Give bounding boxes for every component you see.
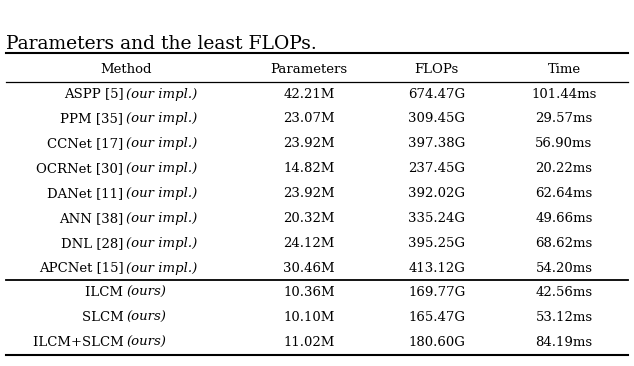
Text: (our impl.): (our impl.) bbox=[126, 237, 197, 250]
Text: ASPP [5]: ASPP [5] bbox=[63, 87, 126, 101]
Text: OCRNet [30]: OCRNet [30] bbox=[36, 162, 126, 175]
Text: 29.57ms: 29.57ms bbox=[535, 112, 593, 126]
Text: 309.45G: 309.45G bbox=[408, 112, 465, 126]
Text: 237.45G: 237.45G bbox=[408, 162, 465, 175]
Text: DANet [11]: DANet [11] bbox=[47, 187, 126, 200]
Text: CCNet [17]: CCNet [17] bbox=[47, 137, 126, 150]
Text: 23.07M: 23.07M bbox=[283, 112, 335, 126]
Text: SLCM: SLCM bbox=[82, 311, 126, 324]
Text: Parameters: Parameters bbox=[271, 63, 348, 76]
Text: 395.25G: 395.25G bbox=[408, 237, 465, 250]
Text: 101.44ms: 101.44ms bbox=[531, 87, 597, 101]
Text: 30.46M: 30.46M bbox=[283, 262, 335, 274]
Text: 14.82M: 14.82M bbox=[283, 162, 335, 175]
Text: (our impl.): (our impl.) bbox=[126, 112, 197, 126]
Text: (our impl.): (our impl.) bbox=[126, 162, 197, 175]
Text: 23.92M: 23.92M bbox=[283, 187, 335, 200]
Text: 56.90ms: 56.90ms bbox=[535, 137, 593, 150]
Text: Parameters and the least FLOPs.: Parameters and the least FLOPs. bbox=[6, 35, 317, 53]
Text: (our impl.): (our impl.) bbox=[126, 137, 197, 150]
Text: ILCM+SLCM: ILCM+SLCM bbox=[32, 336, 126, 349]
Text: Time: Time bbox=[547, 63, 581, 76]
Text: 413.12G: 413.12G bbox=[408, 262, 465, 274]
Text: PPM [35]: PPM [35] bbox=[60, 112, 126, 126]
Text: (our impl.): (our impl.) bbox=[126, 87, 197, 101]
Text: 24.12M: 24.12M bbox=[283, 237, 335, 250]
Text: 11.02M: 11.02M bbox=[283, 336, 335, 349]
Text: 392.02G: 392.02G bbox=[408, 187, 465, 200]
Text: (our impl.): (our impl.) bbox=[126, 212, 197, 225]
Text: ANN [38]: ANN [38] bbox=[59, 212, 126, 225]
Text: APCNet [15]: APCNet [15] bbox=[39, 262, 126, 274]
Text: 169.77G: 169.77G bbox=[408, 286, 465, 299]
Text: FLOPs: FLOPs bbox=[415, 63, 459, 76]
Text: DNL [28]: DNL [28] bbox=[61, 237, 126, 250]
Text: 10.36M: 10.36M bbox=[283, 286, 335, 299]
Text: 42.21M: 42.21M bbox=[283, 87, 335, 101]
Text: 54.20ms: 54.20ms bbox=[536, 262, 593, 274]
Text: 10.10M: 10.10M bbox=[283, 311, 335, 324]
Text: 397.38G: 397.38G bbox=[408, 137, 465, 150]
Text: 42.56ms: 42.56ms bbox=[535, 286, 593, 299]
Text: ILCM: ILCM bbox=[86, 286, 126, 299]
Text: 68.62ms: 68.62ms bbox=[535, 237, 593, 250]
Text: 165.47G: 165.47G bbox=[408, 311, 465, 324]
Text: 335.24G: 335.24G bbox=[408, 212, 465, 225]
Text: 180.60G: 180.60G bbox=[408, 336, 465, 349]
Text: (ours): (ours) bbox=[126, 311, 166, 324]
Text: 84.19ms: 84.19ms bbox=[535, 336, 593, 349]
Text: Method: Method bbox=[100, 63, 152, 76]
Text: 20.32M: 20.32M bbox=[283, 212, 335, 225]
Text: (our impl.): (our impl.) bbox=[126, 187, 197, 200]
Text: 49.66ms: 49.66ms bbox=[535, 212, 593, 225]
Text: 62.64ms: 62.64ms bbox=[535, 187, 593, 200]
Text: (ours): (ours) bbox=[126, 336, 166, 349]
Text: 53.12ms: 53.12ms bbox=[535, 311, 593, 324]
Text: 20.22ms: 20.22ms bbox=[536, 162, 593, 175]
Text: 674.47G: 674.47G bbox=[408, 87, 465, 101]
Text: 23.92M: 23.92M bbox=[283, 137, 335, 150]
Text: (our impl.): (our impl.) bbox=[126, 262, 197, 274]
Text: (ours): (ours) bbox=[126, 286, 166, 299]
